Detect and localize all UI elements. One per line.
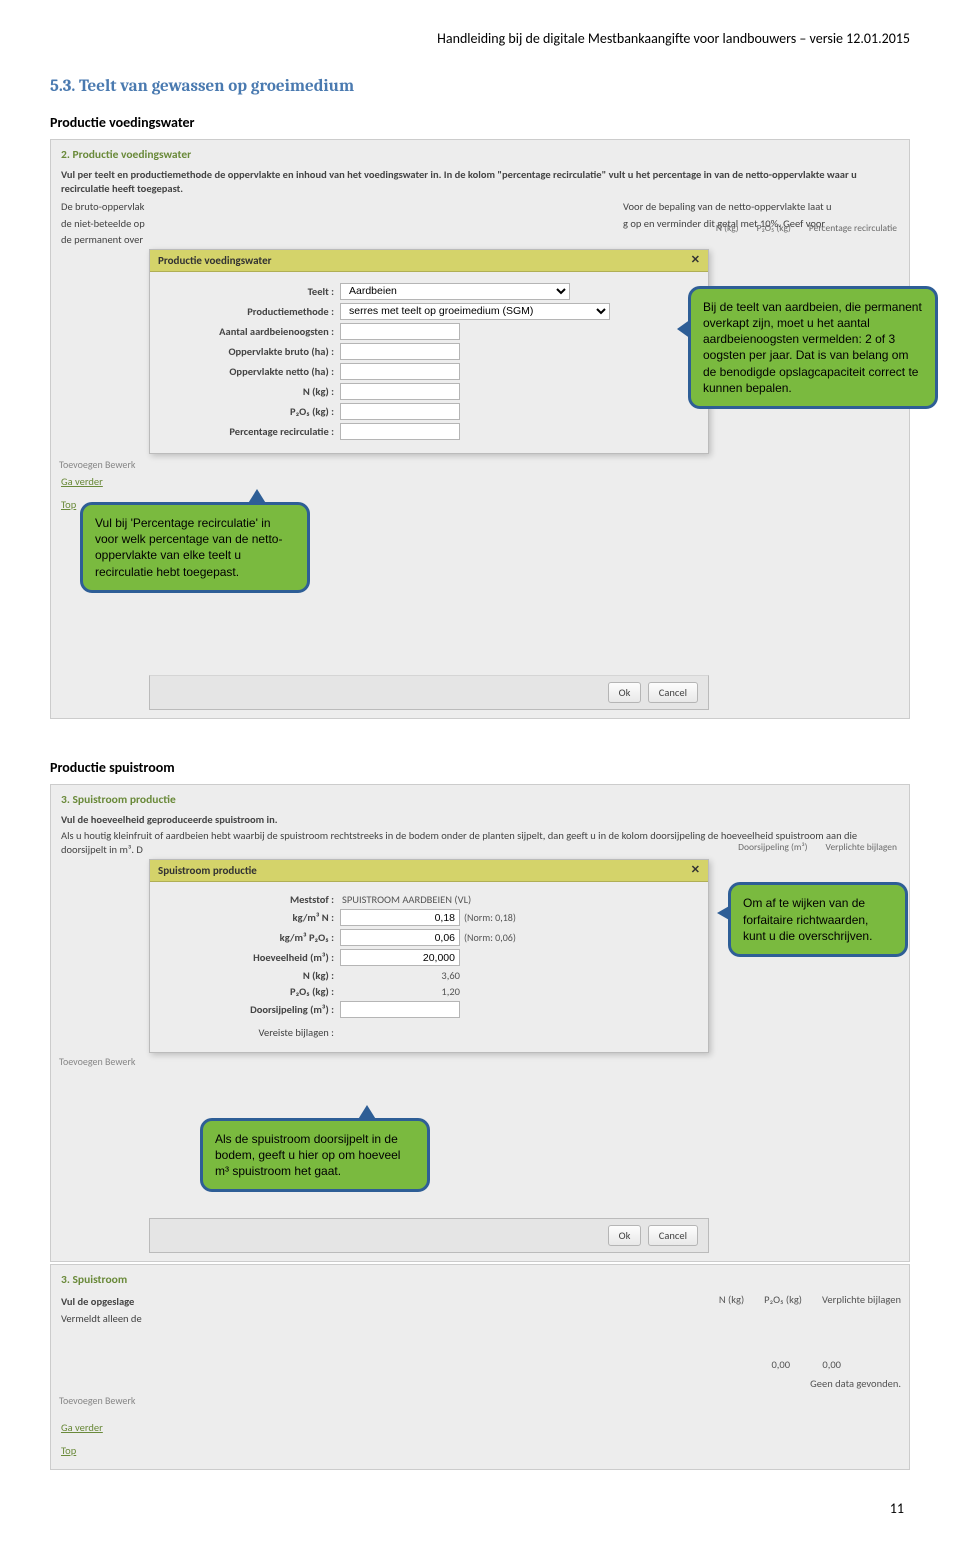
n-input[interactable] (340, 383, 460, 400)
label-teelt: Teelt : (160, 285, 340, 298)
col-p: P₂O₅ (kg) (757, 222, 791, 234)
p-value: 1,20 (340, 985, 460, 998)
ok-button-1[interactable]: Ok (608, 682, 642, 703)
recirc-input[interactable] (340, 423, 460, 440)
modal1-title: Productie voedingswater (158, 254, 272, 267)
kgn-input[interactable] (340, 909, 460, 926)
callout-recirculatie: Vul bij 'Percentage recirculatie' in voo… (80, 502, 310, 593)
label-p2: P₂O₅ (kg) : (160, 985, 340, 998)
cancel-button-1[interactable]: Cancel (648, 682, 698, 703)
document-header: Handleiding bij de digitale Mestbankaang… (50, 30, 910, 47)
ga-verder-link-2[interactable]: Ga verder (61, 1421, 103, 1434)
subsection-2-title: Productie spuistroom (50, 759, 910, 776)
modal-productie-voedingswater: Productie voedingswater ✕ Teelt : Aardbe… (149, 249, 709, 454)
doorsijpeling-input[interactable] (340, 1001, 460, 1018)
netto-input[interactable] (340, 363, 460, 380)
toevoegen-link-2[interactable]: Toevoegen Bewerk (59, 1055, 901, 1068)
cancel-button-2[interactable]: Cancel (648, 1225, 698, 1246)
geen-data: Geen data gevonden. (59, 1377, 901, 1390)
methode-select[interactable]: serres met teelt op groeimedium (SGM) (340, 303, 610, 320)
section-number: 5.3. (50, 77, 75, 96)
label-bruto: Oppervlakte bruto (ha) : (160, 345, 340, 358)
callout-richtwaarden: Om af te wijken van de forfaitaire richt… (728, 882, 908, 957)
label-aantal: Aantal aardbeienoogsten : (160, 325, 340, 338)
hoeveelheid-input[interactable] (340, 949, 460, 966)
col-pr: Percentage recirculatie (809, 222, 897, 234)
aantal-input[interactable] (340, 323, 460, 340)
meststof-value: SPUISTROOM AARDBEIEN (VL) (340, 893, 471, 906)
subsection-1-title: Productie voedingswater (50, 114, 910, 131)
col-verplichte: Verplichte bijlagen (826, 841, 897, 853)
panel1-trunc-left-3: de permanent over (61, 233, 145, 247)
row-n-3b: 0,00 (771, 1358, 790, 1371)
label-n: N (kg) : (160, 385, 340, 398)
kgn-norm: (Norm: 0,18) (464, 911, 516, 924)
col-v-3b: Verplichte bijlagen (822, 1293, 901, 1327)
top-link-1[interactable]: Top (61, 498, 76, 511)
col-n: N (kg) (716, 222, 739, 234)
modal1-header: Productie voedingswater ✕ (150, 250, 708, 272)
modal2-header: Spuistroom productie ✕ (150, 860, 708, 882)
toevoegen-link-1[interactable]: Toevoegen Bewerk (59, 458, 901, 471)
panel3b-desc2: Vermeldt alleen de (61, 1312, 142, 1326)
panel3a-desc1: Vul de hoeveelheid geproduceerde spuistr… (61, 813, 899, 827)
toevoegen-link-3[interactable]: Toevoegen Bewerk (59, 1394, 901, 1407)
label-kgn: kg/m³ N : (160, 911, 340, 924)
close-icon[interactable]: ✕ (691, 253, 700, 266)
top-link-2[interactable]: Top (61, 1444, 76, 1457)
label-p: P₂O₅ (kg) : (160, 405, 340, 418)
panel1-trunc-left-1: De bruto-oppervlak (61, 200, 145, 214)
label-kgp: kg/m³ P₂O₅ : (160, 931, 340, 944)
panel1-title: 2. Productie voedingswater (61, 148, 901, 162)
label-doorsijpeling: Doorsijpeling (m³) : (160, 1003, 340, 1016)
panel3a-title: 3. Spuistroom productie (61, 793, 901, 807)
label-hoeveelheid: Hoeveelheid (m³) : (160, 951, 340, 964)
label-recirc: Percentage recirculatie : (160, 425, 340, 438)
callout-aardbeien: Bij de teelt van aardbeien, die permanen… (688, 286, 938, 409)
panel1-desc: Vul per teelt en productiemethode de opp… (61, 168, 899, 196)
label-bijlagen: Vereiste bijlagen : (160, 1026, 340, 1039)
p-input[interactable] (340, 403, 460, 420)
label-meststof: Meststof : (160, 893, 340, 906)
bruto-input[interactable] (340, 343, 460, 360)
kgp-norm: (Norm: 0,06) (464, 931, 516, 944)
ok-button-2[interactable]: Ok (608, 1225, 642, 1246)
label-netto: Oppervlakte netto (ha) : (160, 365, 340, 378)
panel1-trunc-left-2: de niet-beteelde op (61, 217, 145, 231)
col-p-3b: P₂O₅ (kg) (764, 1293, 802, 1327)
panel-spuistroom-productie: 3. Spuistroom productie Vul de hoeveelhe… (50, 784, 910, 1263)
label-methode: Productiemethode : (160, 305, 340, 318)
section-heading: 5.3. Teelt van gewassen op groeimedium (50, 77, 910, 96)
label-n2: N (kg) : (160, 969, 340, 982)
col-n-3b: N (kg) (719, 1293, 744, 1327)
teelt-select[interactable]: Aardbeien (340, 283, 570, 300)
col-doorsijpeling: Doorsijpeling (m³) (738, 841, 807, 853)
ga-verder-link-1[interactable]: Ga verder (61, 475, 103, 488)
panel-productie-voedingswater: 2. Productie voedingswater Vul per teelt… (50, 139, 910, 719)
page-number: 11 (50, 1500, 910, 1517)
panel-spuistroom-3b: 3. Spuistroom Vul de opgeslage Vermeldt … (50, 1264, 910, 1469)
panel1-trunc-right-1: Voor de bepaling van de netto-oppervlakt… (623, 200, 899, 214)
kgp-input[interactable] (340, 929, 460, 946)
modal2-title: Spuistroom productie (158, 864, 257, 877)
modal-spuistroom-productie: Spuistroom productie ✕ Meststof : SPUIST… (149, 859, 709, 1053)
section-title-text: Teelt van gewassen op groeimedium (79, 77, 354, 96)
callout-doorsijpelt: Als de spuistroom doorsijpelt in de bode… (200, 1118, 430, 1193)
close-icon[interactable]: ✕ (691, 863, 700, 876)
panel3b-desc1: Vul de opgeslage (61, 1295, 142, 1309)
panel3b-title: 3. Spuistroom (61, 1273, 901, 1287)
row-p-3b: 0,00 (822, 1358, 841, 1371)
n-value: 3,60 (340, 969, 460, 982)
